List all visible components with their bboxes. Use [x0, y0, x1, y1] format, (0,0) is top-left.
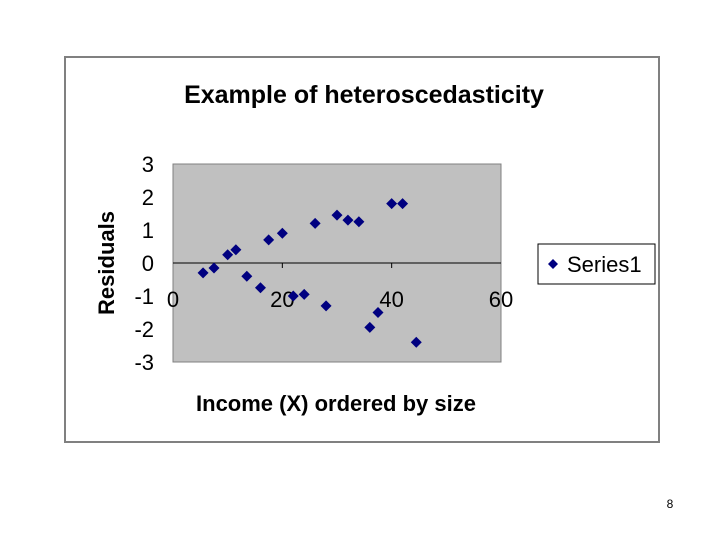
- data-point: [331, 209, 343, 221]
- legend: Series1: [537, 243, 656, 285]
- chart-frame: Example of heteroscedasticity 3 2 1 0 -1 -2 -3…: [64, 56, 660, 443]
- scatter-chart: Example of heteroscedasticity 3 2 1 0 -1 -2 -3…: [94, 81, 656, 416]
- x-axis-label: Income (X) ordered by size: [196, 391, 476, 416]
- data-point: [276, 227, 288, 239]
- data-point: [372, 307, 384, 318]
- y-tick-label: 3: [142, 152, 154, 177]
- data-point: [320, 300, 332, 312]
- data-point: [397, 198, 409, 210]
- y-tick-label: 1: [142, 218, 154, 243]
- legend-marker-diamond: [548, 259, 558, 269]
- y-tick-label: -2: [134, 317, 154, 342]
- data-point: [208, 262, 220, 274]
- data-point: [364, 321, 376, 333]
- x-tick-label: 60: [489, 287, 513, 312]
- page-number: 8: [666, 497, 674, 511]
- y-tick-label: 2: [142, 185, 154, 210]
- data-point: [410, 336, 422, 348]
- x-axis-tick-labels: 0 20 40 60: [167, 287, 513, 312]
- data-point: [342, 214, 354, 226]
- data-point: [386, 198, 398, 210]
- data-point: [230, 244, 242, 256]
- data-point: [298, 288, 310, 300]
- data-point: [287, 290, 299, 302]
- data-point: [222, 249, 234, 261]
- y-tick-label: 0: [142, 251, 154, 276]
- chart-title: Example of heteroscedasticity: [184, 81, 544, 109]
- data-point: [241, 270, 253, 282]
- data-point: [309, 217, 321, 229]
- legend-label-series1: Series1: [567, 252, 642, 277]
- x-tick-label: 20: [270, 287, 294, 312]
- y-axis-tick-labels: 3 2 1 0 -1 -2 -3: [134, 152, 154, 375]
- data-markers: [197, 198, 422, 348]
- gridlines: [173, 262, 501, 268]
- data-point: [263, 234, 275, 246]
- data-point: [254, 282, 266, 294]
- data-point: [197, 267, 209, 279]
- x-tick-label: 40: [379, 287, 403, 312]
- y-axis-label: Residuals: [94, 211, 119, 315]
- x-tick-label: 0: [167, 287, 179, 312]
- y-tick-label: -1: [134, 284, 154, 309]
- y-tick-label: -3: [134, 350, 154, 375]
- data-point: [353, 216, 365, 228]
